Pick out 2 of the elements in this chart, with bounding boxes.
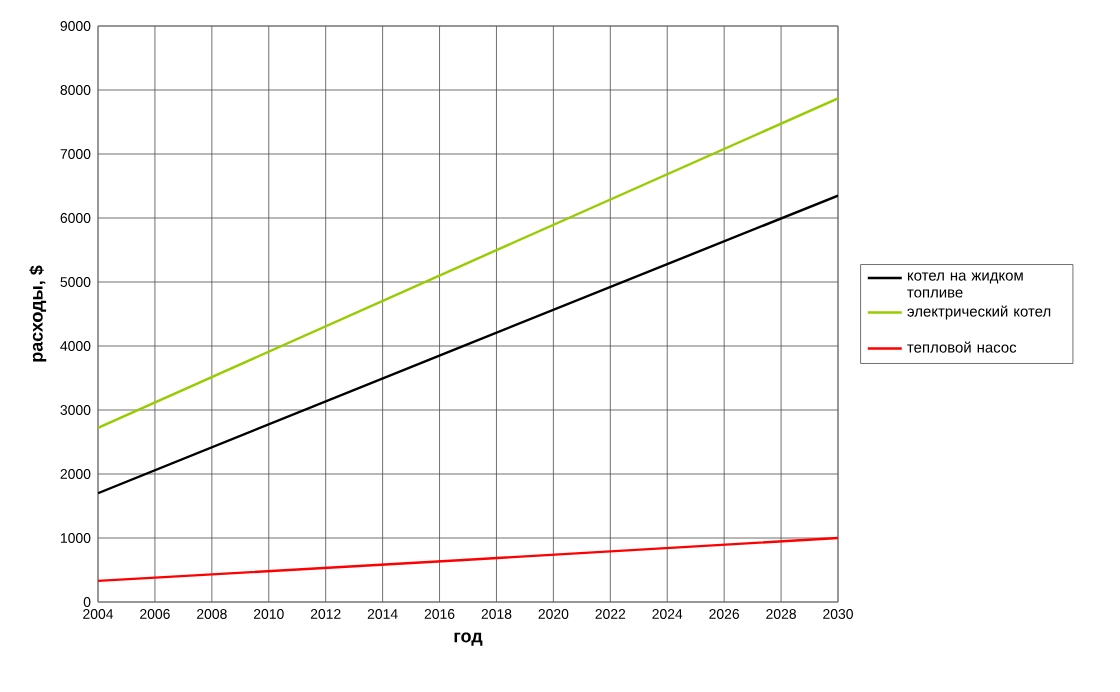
- y-axis-title: расходы, $: [29, 265, 47, 362]
- x-axis-title: год: [454, 632, 483, 646]
